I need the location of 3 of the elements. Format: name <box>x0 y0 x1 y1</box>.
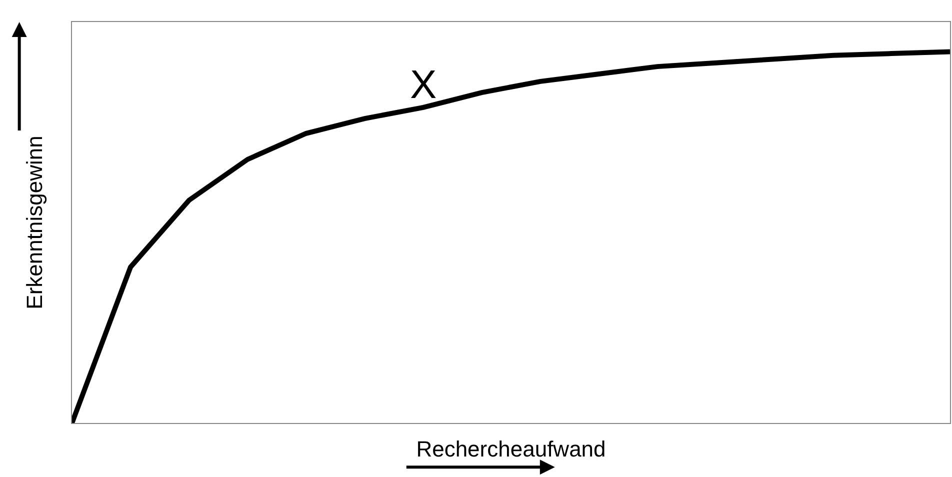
annotation: X <box>410 63 437 107</box>
x-axis-title: Rechercheaufwand <box>416 436 606 462</box>
y-axis-title: Erkenntnisgewinn <box>22 136 47 310</box>
